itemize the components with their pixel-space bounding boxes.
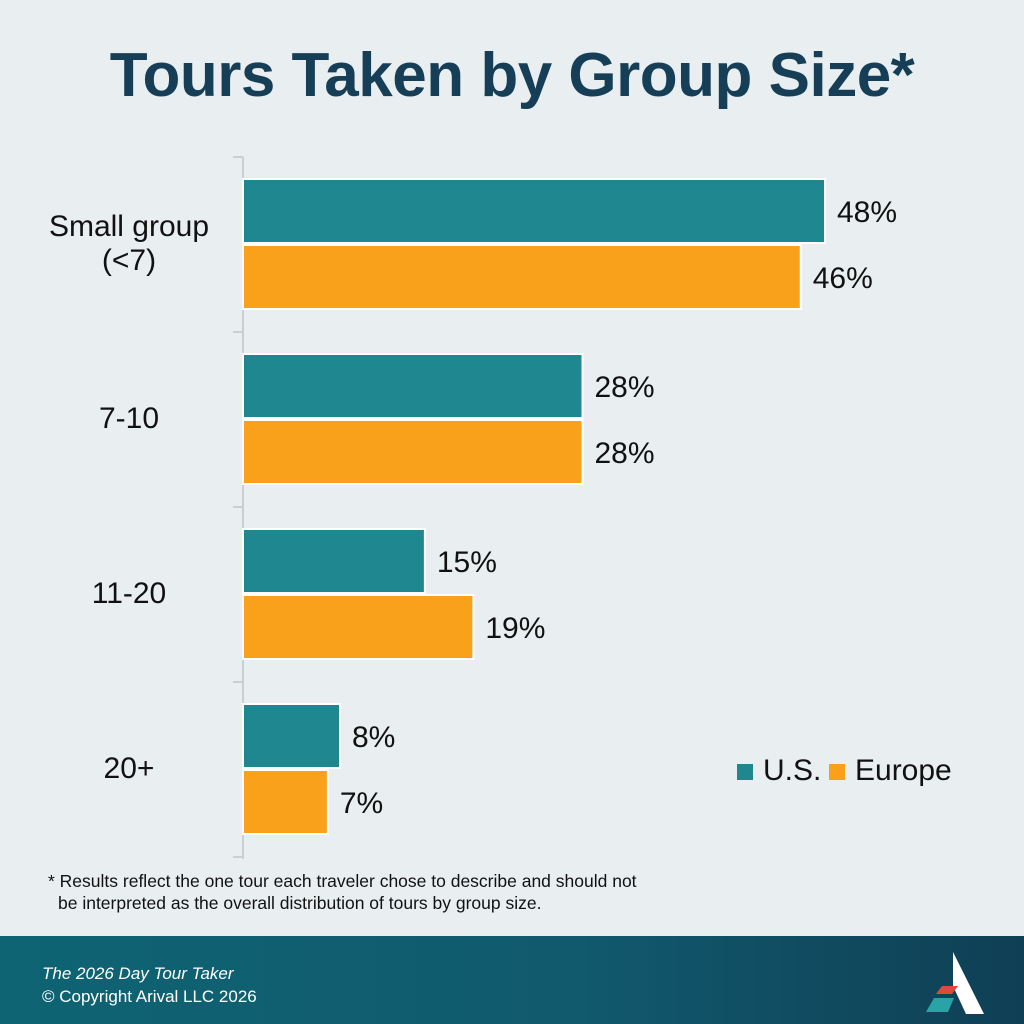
bar-europe xyxy=(242,419,584,485)
data-label: 19% xyxy=(485,612,545,645)
bar-europe xyxy=(242,769,329,835)
bar-us xyxy=(242,353,584,419)
legend-label: Europe xyxy=(855,754,952,787)
bar-europe xyxy=(242,594,475,660)
category-label: (<7) xyxy=(102,244,156,277)
bar-us xyxy=(242,178,826,244)
data-label: 28% xyxy=(595,437,655,470)
footnote: * Results reflect the one tour each trav… xyxy=(48,870,748,914)
arival-logo-icon xyxy=(926,952,984,1014)
footer-banner: The 2026 Day Tour Taker © Copyright Ariv… xyxy=(0,936,1024,1024)
category-label: 7-10 xyxy=(99,402,159,435)
bar-us xyxy=(242,528,426,594)
bar-us xyxy=(242,703,341,769)
data-label: 7% xyxy=(340,787,383,820)
category-label: Small group xyxy=(49,210,209,243)
legend-swatch-europe xyxy=(829,764,845,780)
legend-label: U.S. xyxy=(763,754,821,787)
data-label: 15% xyxy=(437,546,497,579)
footnote-line-2: be interpreted as the overall distributi… xyxy=(58,893,542,913)
publication-name: The 2026 Day Tour Taker xyxy=(42,964,234,983)
data-label: 46% xyxy=(813,262,873,295)
bar-europe xyxy=(242,244,802,310)
copyright-text: © Copyright Arival LLC 2026 xyxy=(42,987,257,1006)
bar-chart: Small group(<7) 48% 46% 7-10 28% 28% 11-20 15% 1… xyxy=(49,156,952,859)
category-label: 20+ xyxy=(104,752,155,785)
data-label: 28% xyxy=(595,371,655,404)
data-label: 8% xyxy=(352,721,395,754)
footnote-line-1: * Results reflect the one tour each trav… xyxy=(48,871,637,891)
category-label: 11-20 xyxy=(92,577,167,610)
data-label: 48% xyxy=(837,196,897,229)
chart-title: Tours Taken by Group Size* xyxy=(109,41,915,110)
legend-swatch-us xyxy=(737,764,753,780)
